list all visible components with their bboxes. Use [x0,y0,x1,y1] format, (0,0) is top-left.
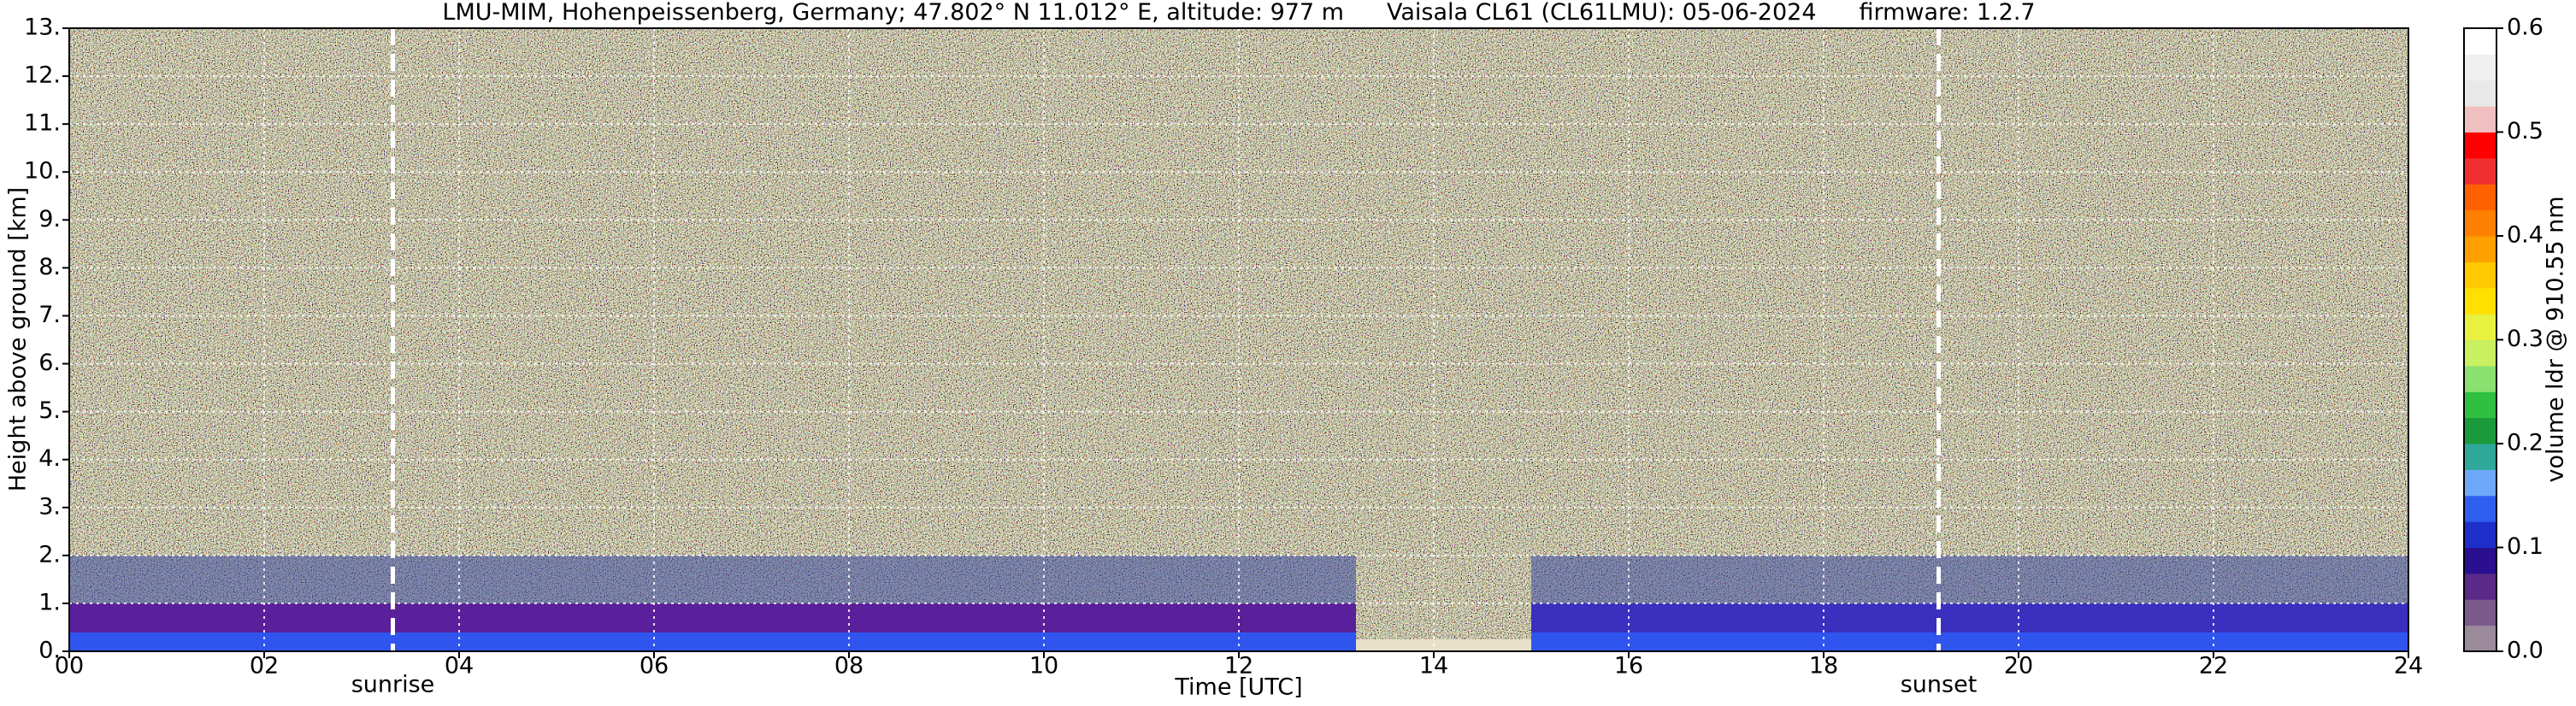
y-tick-label: 2. [38,541,61,568]
aerosol-layer [1531,556,2408,603]
y-tick-label: 8. [38,254,61,280]
x-tick-label: 12 [1224,653,1253,680]
ldr-field [69,28,2408,651]
firmware: firmware: 1.2.7 [1860,0,2036,26]
x-tick-label: 10 [1029,653,1058,680]
y-tick-label: 11. [24,110,61,137]
x-tick-label: 16 [1614,653,1643,680]
y-tick-label: 5. [38,397,61,424]
x-tick-label: 08 [834,653,864,680]
x-tick-label: 20 [2004,653,2033,680]
surface-gap [1356,639,1531,651]
colorbar-segment [2464,417,2496,444]
chart-title: LMU-MIM, Hohenpeissenberg, Germany; 47.8… [442,0,2035,26]
colorbar-tick-label: 0.1 [2507,533,2544,560]
colorbar-segment [2464,236,2496,262]
colorbar-tick-label: 0.0 [2507,638,2544,664]
instrument: Vaisala CL61 (CL61LMU): 05-06-2024 [1387,0,1817,26]
colorbar-segment [2464,547,2496,574]
colorbar-segment [2464,495,2496,522]
colorbar-segment [2464,79,2496,107]
colorbar-tick-label: 0.2 [2507,430,2544,456]
colorbar-segment [2464,339,2496,367]
colorbar-segment [2464,28,2496,55]
colorbar-segment [2464,469,2496,497]
colorbar-segment [2464,132,2496,159]
x-tick-label: 04 [445,653,474,680]
x-tick-label: 00 [55,653,84,680]
plot-frame [68,27,2409,652]
y-tick-label: 1. [38,589,61,615]
colorbar-tick-label: 0.5 [2507,118,2544,144]
colorbar-segment [2464,625,2496,652]
x-tick-label: 06 [640,653,669,680]
y-tick-label: 6. [38,350,61,376]
colorbar-segment [2464,157,2496,185]
x-tick-label: 02 [250,653,279,680]
axes: 00 02 04 06 08 10 12 14 16 18 20 22 24 0. 1. 2. 3. 4. 5. 6.… [24,15,2423,698]
colorbar-segment [2464,209,2496,237]
aerosol-layer [69,556,1356,603]
y-tick-label: 7. [38,302,61,328]
colorbar-segment [2464,54,2496,81]
colorbar-segment [2464,521,2496,548]
y-tick-label: 3. [38,493,61,520]
colorbar-segment [2464,314,2496,340]
x-tick-label: 14 [1419,653,1448,680]
event-label: sunrise [351,672,435,698]
colorbar-segment [2464,287,2496,315]
colorbar-segment [2464,365,2496,392]
colorbar-segment [2464,599,2496,627]
title: LMU-MIM, Hohenpeissenberg, Germany; 47.8… [442,0,1344,26]
colorbar-segment [2464,262,2496,289]
y-tick-label: 10. [24,158,61,185]
surface-layer [1531,632,2408,651]
y-axis-label: Height above ground [km] [5,187,32,491]
x-tick-label: 24 [2394,653,2423,680]
colorbar-segment [2464,573,2496,600]
colorbar-label: volume ldr @ 910.55 nm [2543,197,2569,483]
colorbar-tick-label: 0.6 [2507,15,2544,41]
event-label: sunset [1901,672,1978,698]
y-tick-label: 0. [38,638,61,664]
colorbar-segment [2464,184,2496,211]
y-tick-label: 12. [24,62,61,89]
x-axis-label: Time [UTC] [1174,674,1302,701]
colorbar-segment [2464,444,2496,470]
colorbar-tick-label: 0.4 [2507,222,2544,249]
x-tick-label: 22 [2199,653,2228,680]
colorbar-segment [2464,106,2496,132]
colorbar-tick-label: 0.3 [2507,326,2544,352]
y-tick-label: 9. [38,206,61,232]
surface-layer [69,632,1356,651]
y-tick-label: 13. [24,15,61,41]
x-tick-label: 18 [1809,653,1838,680]
y-tick-label: 4. [38,445,61,472]
colorbar-segment [2464,391,2496,419]
